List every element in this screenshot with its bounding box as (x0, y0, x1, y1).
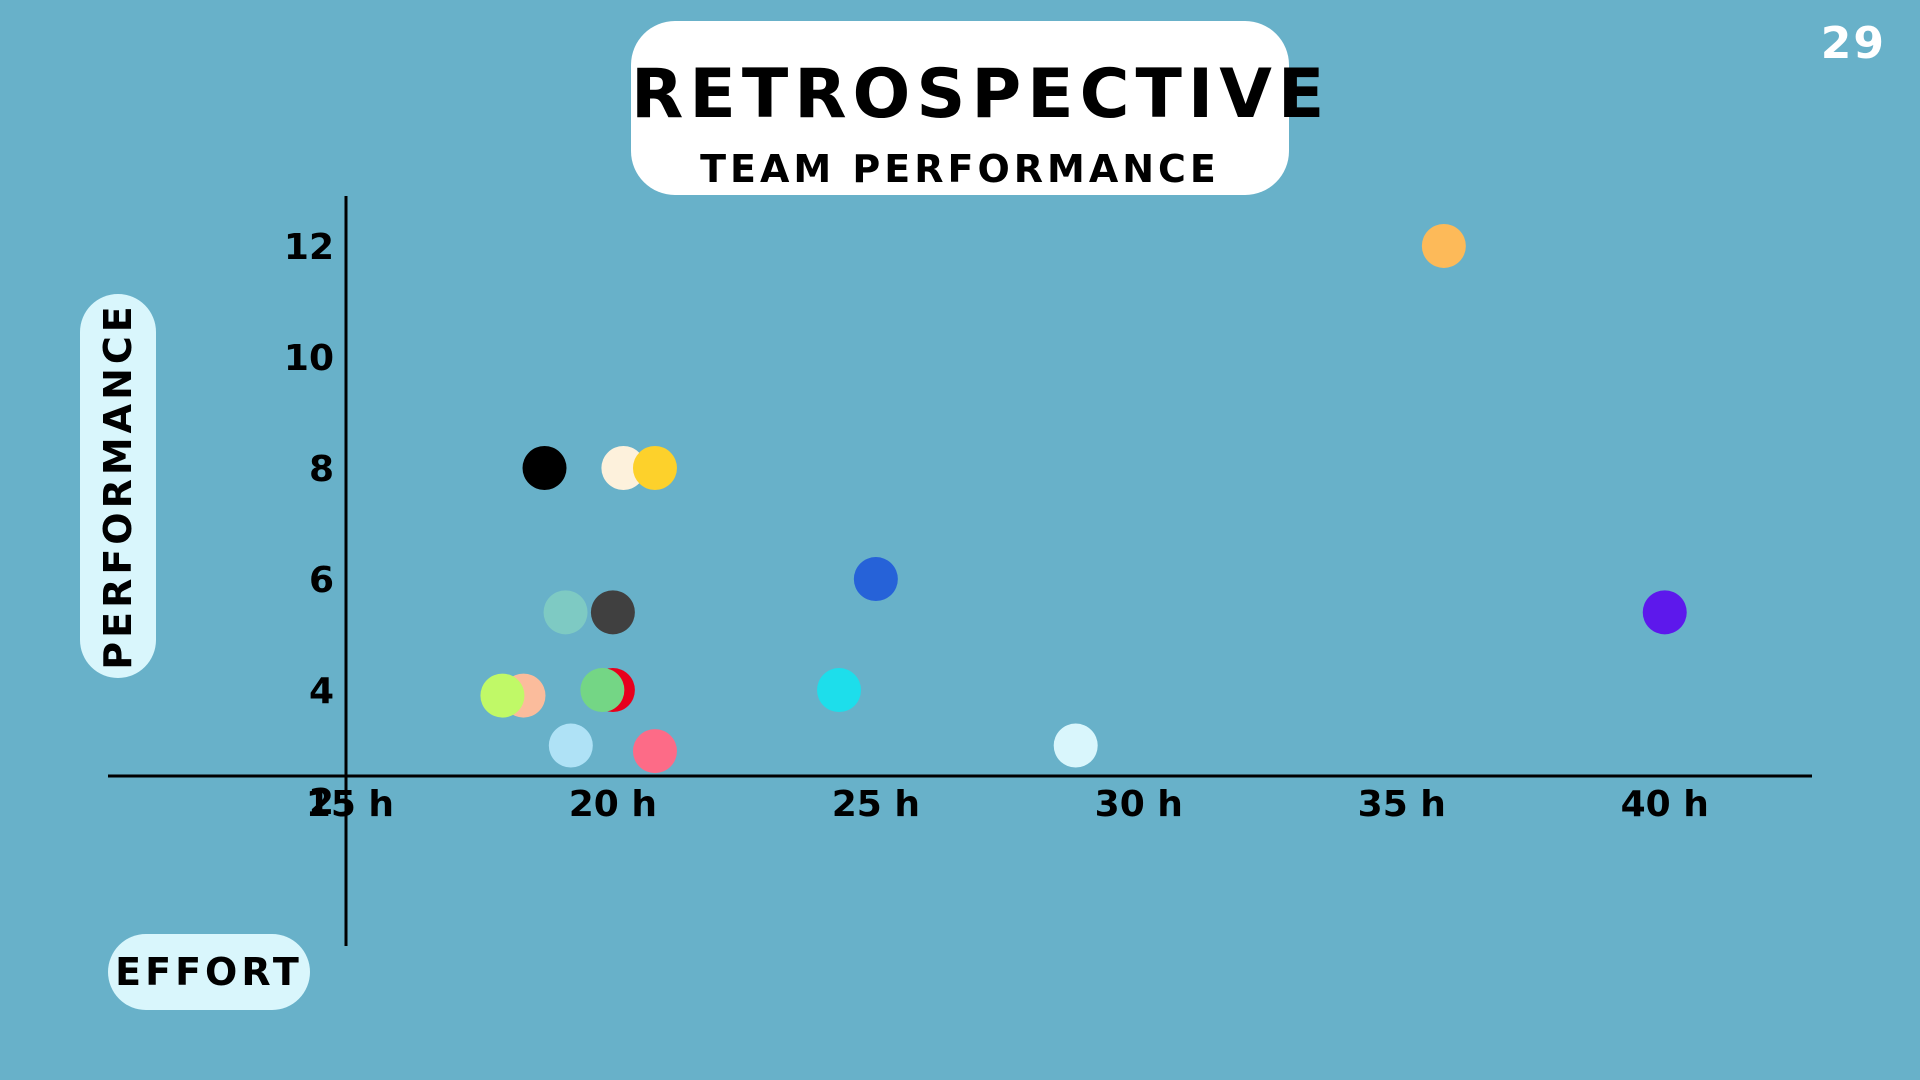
y-tick-label: 12 (284, 227, 334, 268)
data-point (480, 673, 525, 718)
x-axis-label-pill: EFFORT (108, 934, 310, 1010)
page-subtitle: TEAM PERFORMANCE (700, 147, 1220, 191)
y-tick-label: 4 (309, 671, 334, 712)
x-tick-label: 15 h (306, 784, 394, 825)
data-point (632, 729, 677, 774)
data-point (853, 557, 898, 602)
data-point (590, 590, 635, 635)
data-point (632, 446, 677, 490)
y-tick-label: 6 (309, 560, 334, 601)
data-point (601, 446, 646, 490)
y-axis-label-pill: PERFORMANCE (80, 294, 156, 678)
title-card: RETROSPECTIVE TEAM PERFORMANCE (631, 21, 1331, 195)
data-point (1053, 723, 1098, 768)
data-point (543, 590, 588, 635)
x-tick-label: 40 h (1621, 784, 1709, 825)
data-point (1642, 590, 1687, 635)
y-tick-label: 2 (309, 782, 334, 823)
data-point (1421, 223, 1466, 268)
y-tick-label: 10 (284, 338, 334, 379)
page-number: 29 (1820, 18, 1886, 69)
data-point (522, 446, 567, 490)
y-axis-label: PERFORMANCE (96, 302, 140, 670)
data-points (480, 223, 1687, 774)
x-axis-label: EFFORT (115, 950, 303, 994)
y-tick-label: 8 (309, 449, 334, 490)
data-point (548, 723, 593, 768)
x-tick-label: 25 h (832, 784, 920, 825)
y-tick-labels: 2 4 6 8 10 12 (284, 227, 334, 823)
x-tick-label: 30 h (1095, 784, 1183, 825)
data-point (817, 668, 862, 713)
x-tick-labels: 15 h 20 h 25 h 30 h 35 h 40 h (306, 784, 1709, 825)
data-point (580, 668, 625, 713)
x-tick-label: 20 h (569, 784, 657, 825)
x-tick-label: 35 h (1358, 784, 1446, 825)
page-title: RETROSPECTIVE (631, 55, 1331, 134)
